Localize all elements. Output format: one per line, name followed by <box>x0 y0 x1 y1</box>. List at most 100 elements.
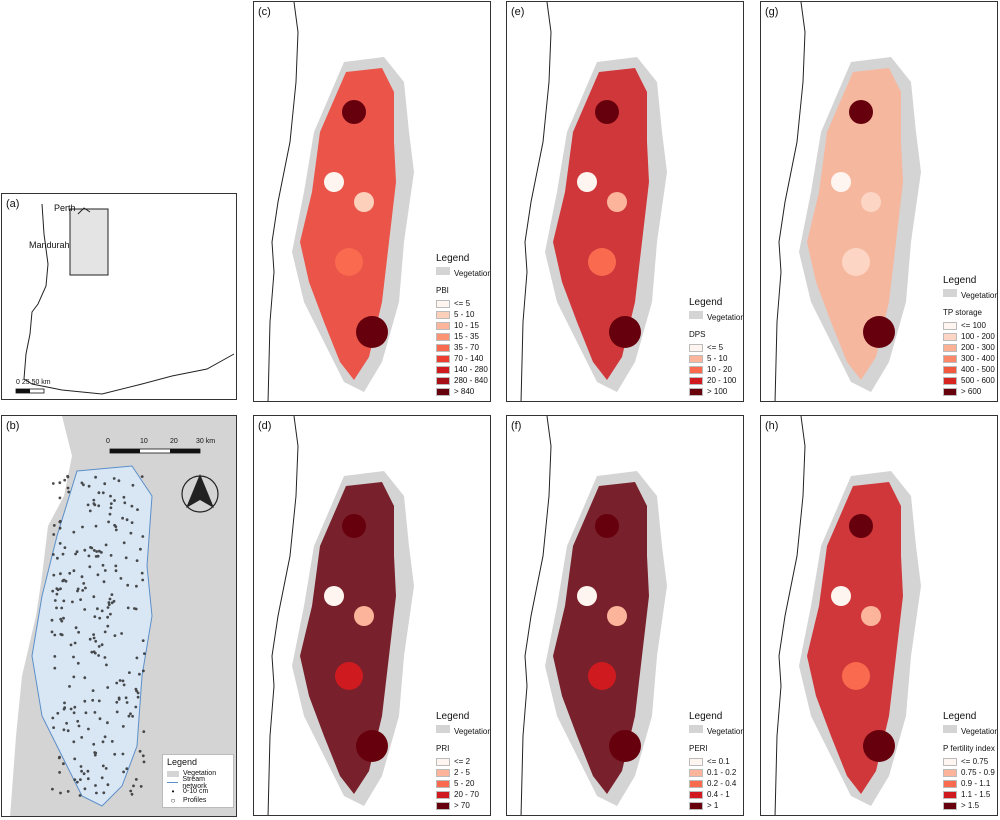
choropleth-patch <box>607 192 627 212</box>
sample-point <box>134 778 138 781</box>
choropleth-patch <box>577 172 597 192</box>
sample-point <box>62 762 65 766</box>
panel-label: (f) <box>511 420 522 432</box>
sample-point <box>123 501 127 505</box>
legend-class-label: 2 - 5 <box>454 767 471 777</box>
sample-point <box>101 764 105 768</box>
sample-point <box>134 705 138 709</box>
sample-point <box>103 656 107 659</box>
scale-tick: 20 <box>170 438 178 445</box>
legend-class: 500 - 600 <box>943 375 997 386</box>
panel-label: (a) <box>6 198 20 210</box>
sample-point <box>136 695 140 699</box>
sample-point <box>140 475 144 478</box>
choropleth-patch <box>863 730 895 762</box>
sample-point <box>63 478 67 482</box>
sample-point <box>109 612 112 616</box>
coastline <box>520 2 552 401</box>
sample-point <box>81 525 84 529</box>
legend-swatch <box>689 768 703 777</box>
sample-point <box>57 756 61 760</box>
choropleth-patch <box>849 100 873 124</box>
panel-a-overview-map: (a) Perth Mandurah 0 25 50 km <box>1 193 237 400</box>
sample-point <box>134 687 138 691</box>
legend-class: <= 100 <box>943 320 997 331</box>
sample-point <box>93 753 97 757</box>
sample-point <box>53 599 57 602</box>
sample-point <box>101 491 105 495</box>
sample-point <box>97 645 101 648</box>
legend-swatch <box>689 376 703 385</box>
sample-point <box>107 603 111 606</box>
sample-point <box>92 595 96 599</box>
legend-swatch <box>943 376 957 385</box>
sample-point <box>84 711 88 715</box>
north-arrow-icon <box>186 474 214 508</box>
legend-item: Stream network <box>167 776 229 790</box>
choropleth-patch <box>863 316 895 348</box>
legend-swatch <box>689 790 703 799</box>
sample-point <box>94 784 97 787</box>
sample-point <box>120 632 123 635</box>
choropleth-fill <box>807 482 903 794</box>
legend-swatch <box>689 365 703 374</box>
legend-class-label: 5 - 20 <box>454 778 475 788</box>
sample-point <box>79 765 83 768</box>
legend-swatch <box>436 310 450 319</box>
sample-point <box>69 643 73 647</box>
sample-point <box>101 740 105 744</box>
legend-swatch <box>943 768 957 777</box>
sample-point <box>63 546 67 549</box>
legend-class-label: 200 - 300 <box>961 342 995 352</box>
choropleth-map <box>520 416 667 815</box>
sample-point <box>104 767 108 770</box>
scale-tick: 0 <box>106 438 110 445</box>
sample-point <box>96 573 100 577</box>
sample-point <box>100 643 104 647</box>
sample-point <box>95 791 98 795</box>
sample-point <box>133 607 136 610</box>
sample-point <box>113 523 116 527</box>
sample-point <box>124 556 128 560</box>
sample-point <box>71 600 74 604</box>
sample-point <box>110 593 114 596</box>
choropleth-patch <box>595 514 619 538</box>
legend-class: 20 - 100 <box>689 375 743 386</box>
sample-point <box>94 555 98 558</box>
legend-class-label: <= 5 <box>707 342 724 352</box>
sample-point <box>51 787 54 791</box>
legend-class: 0.1 - 0.2 <box>689 767 743 778</box>
sample-point <box>50 618 54 622</box>
sample-point <box>50 630 54 634</box>
legend-class: 280 - 840 <box>436 375 490 386</box>
sample-point <box>55 606 58 610</box>
sample-point <box>69 707 73 711</box>
sample-point <box>72 711 76 715</box>
sample-point <box>51 553 55 556</box>
sample-point <box>122 495 126 499</box>
legend-swatch <box>436 376 450 385</box>
legend-class: 15 - 35 <box>436 331 490 342</box>
sample-point <box>101 563 105 567</box>
legend-class-label: 0.1 - 0.2 <box>707 767 737 777</box>
legend-variable-name: DPS <box>689 330 706 339</box>
study-area-box <box>69 208 109 276</box>
sample-point <box>62 599 66 603</box>
choropleth-patch <box>607 606 627 626</box>
sample-point <box>78 794 82 797</box>
legend-class-label: <= 100 <box>961 320 986 330</box>
legend-swatch <box>436 757 450 766</box>
legend-class: <= 0.75 <box>943 756 997 767</box>
legend-title: Legend <box>436 253 470 264</box>
legend-swatch <box>943 387 957 396</box>
choropleth-patch <box>342 514 366 538</box>
sample-point <box>115 710 119 714</box>
sample-point <box>118 679 122 682</box>
sample-point <box>74 552 77 556</box>
sample-point <box>103 735 107 739</box>
panel-label: (c) <box>258 6 271 18</box>
choropleth-map <box>774 416 921 815</box>
legend-class-label: 35 - 70 <box>454 342 479 352</box>
